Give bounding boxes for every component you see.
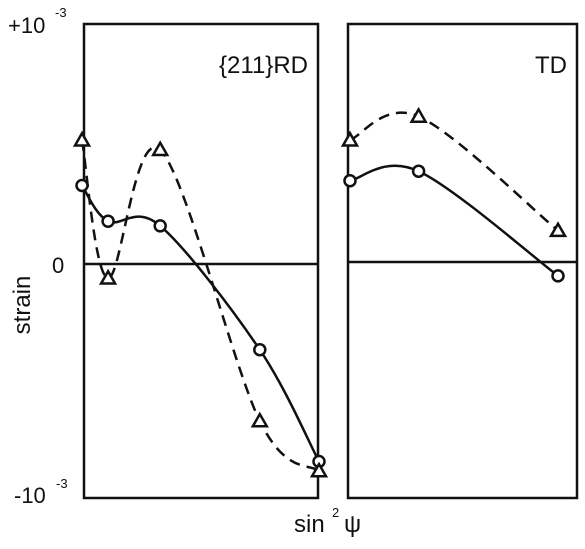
- panel-rd-triangle-point-1: [98, 268, 118, 285]
- x-axis-title-psi: ψ: [344, 511, 361, 538]
- y-tick-zero-label: 0: [52, 253, 64, 278]
- panel-td-triangle-point-0: [340, 130, 360, 147]
- y-tick-bottom-exp: -3: [56, 476, 68, 491]
- panel-rd-triangle-point-3: [250, 411, 269, 428]
- panel-rd-triangle-point-0: [72, 130, 92, 147]
- panel-td-curves: [340, 106, 568, 283]
- panel-td-triangle-point-1: [409, 106, 428, 123]
- panel-rd-label: {211}RD: [219, 52, 308, 79]
- x-axis-title-main: sin: [294, 511, 325, 538]
- panel-td-triangle-point-2: [548, 221, 568, 238]
- y-tick-zero: 0: [52, 253, 64, 278]
- panel-rd: {211}RD: [72, 22, 329, 500]
- y-tick-top-base: +10: [8, 13, 45, 38]
- x-axis-title: sin 2 ψ: [294, 505, 361, 538]
- panel-td-triangle-series-line: [349, 111, 559, 232]
- y-axis-title: strain: [9, 276, 36, 335]
- panel-rd-triangle-point-2: [151, 140, 170, 157]
- panel-rd-circle-point-3: [253, 342, 267, 357]
- x-axis-title-sup: 2: [332, 505, 339, 520]
- panel-td-label: TD: [535, 52, 567, 79]
- panel-rd-frame: [82, 22, 320, 500]
- panel-rd-circle-series-line: [80, 184, 321, 463]
- panel-td-circle-point-1: [411, 164, 426, 178]
- panel-rd-circle-point-2: [153, 219, 167, 233]
- panel-rd-circle-point-0: [75, 178, 89, 193]
- panel-td-circle-point-2: [551, 269, 565, 283]
- panel-td-circle-point-0: [343, 173, 357, 188]
- panel-rd-triangle-point-4: [309, 461, 329, 478]
- y-tick-top: +10 -3: [8, 5, 67, 38]
- panel-rd-curves: [72, 130, 329, 478]
- panel-rd-circle-point-1: [101, 214, 115, 228]
- y-tick-bottom-base: -10: [14, 483, 46, 508]
- panel-td-circle-series-line: [349, 164, 559, 277]
- y-tick-top-exp: -3: [55, 5, 67, 20]
- y-tick-bottom: -10 -3: [14, 476, 68, 508]
- panel-td: TD: [340, 22, 579, 500]
- panel-rd-triangle-series-line: [80, 139, 320, 473]
